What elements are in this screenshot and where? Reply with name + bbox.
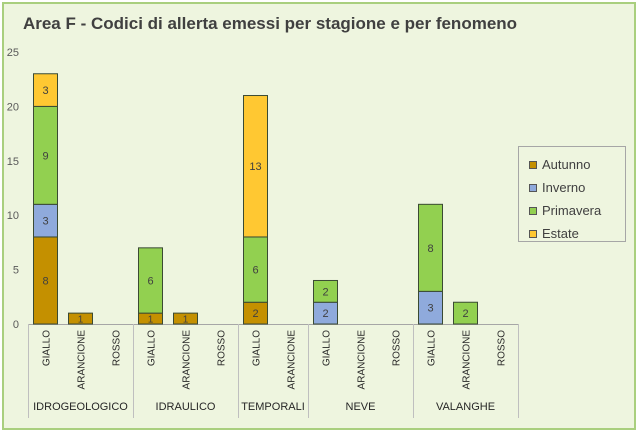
bar-segment-primavera: [418, 203, 443, 292]
bar-segment-primavera: [138, 247, 163, 314]
bar-segment-primavera: [313, 279, 338, 303]
data-label-inverno: 2: [322, 308, 328, 320]
category-label-arancione: ARANCIONE: [77, 330, 88, 390]
chart-title: Area F - Codici di allerta emessi per st…: [22, 14, 518, 33]
category-label-giallo: GIALLO: [322, 330, 333, 366]
bar-segment-primavera: [453, 301, 478, 325]
data-label-autunno: 1: [148, 315, 154, 326]
bar-segment-estate: [33, 73, 58, 107]
category-label-arancione: ARANCIONE: [287, 330, 298, 390]
data-label-autunno: 8: [42, 275, 48, 287]
group-label-idrogeologico: IDROGEOLOGICO: [33, 401, 128, 413]
bar-segment-estate: [243, 95, 268, 238]
data-label-autunno: 2: [252, 308, 258, 320]
y-tick-label: 25: [7, 47, 19, 59]
category-label-rosso: ROSSO: [392, 330, 403, 366]
y-tick-label: 5: [13, 265, 19, 277]
data-label-primavera: 8: [427, 243, 433, 255]
data-label-primavera: 2: [322, 286, 328, 298]
bar-segment-autunno: [33, 236, 58, 325]
group-label-valanghe: VALANGHE: [436, 401, 495, 413]
legend-item-primavera: Primavera: [529, 199, 625, 222]
legend-label: Estate: [542, 226, 579, 241]
legend-label: Inverno: [542, 180, 586, 195]
category-label-giallo: GIALLO: [427, 330, 438, 366]
data-label-primavera: 6: [252, 265, 258, 277]
y-tick-label: 15: [7, 156, 19, 168]
y-tick-label: 0: [13, 319, 19, 331]
data-label-autunno: 1: [183, 315, 189, 326]
data-label-inverno: 3: [427, 303, 433, 315]
legend-swatch: [529, 160, 537, 169]
data-label-estate: 3: [42, 85, 48, 97]
legend-label: Autunno: [542, 157, 591, 172]
group-label-temporali: TEMPORALI: [241, 401, 305, 413]
y-tick-label: 20: [7, 101, 19, 113]
category-label-rosso: ROSSO: [497, 330, 508, 366]
data-label-primavera: 9: [42, 150, 48, 162]
data-label-inverno: 3: [42, 216, 48, 228]
legend-item-inverno: Inverno: [529, 176, 625, 199]
bar-segment-inverno: [33, 203, 58, 238]
data-label-estate: 13: [249, 161, 261, 173]
bar-segment-primavera: [243, 236, 268, 303]
chart-legend: Autunno Inverno Primavera Estate: [518, 146, 626, 242]
y-tick-label: 10: [7, 210, 19, 222]
category-label-giallo: GIALLO: [147, 330, 158, 366]
category-label-rosso: ROSSO: [217, 330, 228, 366]
category-label-arancione: ARANCIONE: [182, 330, 193, 390]
category-label-arancione: ARANCIONE: [357, 330, 368, 390]
category-label-giallo: GIALLO: [42, 330, 53, 366]
legend-swatch: [529, 206, 537, 215]
category-label-giallo: GIALLO: [252, 330, 263, 366]
legend-swatch: [529, 229, 537, 238]
bar-segment-autunno: [173, 312, 198, 325]
category-label-rosso: ROSSO: [112, 330, 123, 366]
bar-segment-autunno: [68, 312, 93, 325]
bar-segment-inverno: [418, 290, 443, 325]
bar-segment-primavera: [33, 105, 58, 205]
group-label-neve: NEVE: [346, 401, 376, 413]
legend-label: Primavera: [542, 203, 602, 218]
legend-item-estate: Estate: [529, 222, 625, 245]
data-label-primavera: 2: [462, 308, 468, 320]
legend-item-autunno: Autunno: [529, 153, 625, 176]
data-label-autunno: 1: [78, 315, 84, 326]
category-label-arancione: ARANCIONE: [462, 330, 473, 390]
group-label-idraulico: IDRAULICO: [156, 401, 216, 413]
legend-swatch: [529, 183, 537, 192]
data-label-primavera: 6: [147, 275, 153, 287]
